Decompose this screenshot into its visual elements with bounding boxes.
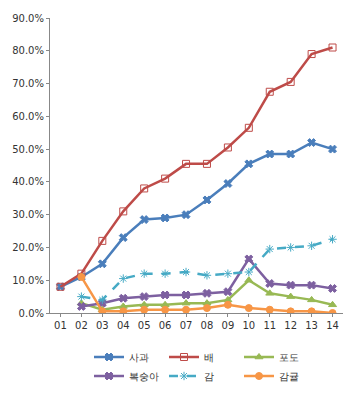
svg-text:12: 12 [284, 320, 297, 331]
svg-text:60.0%: 60.0% [12, 111, 44, 122]
svg-text:감: 감 [204, 371, 214, 382]
svg-text:03: 03 [96, 320, 109, 331]
svg-text:02: 02 [75, 320, 88, 331]
svg-text:13: 13 [305, 320, 318, 331]
svg-text:감귤: 감귤 [279, 371, 299, 382]
svg-text:복숭아: 복숭아 [129, 371, 159, 382]
svg-text:08: 08 [201, 320, 214, 331]
svg-text:90.0%: 90.0% [12, 13, 44, 24]
svg-text:50.0%: 50.0% [12, 144, 44, 155]
svg-text:11: 11 [263, 320, 276, 331]
svg-text:0.0%: 0.0% [19, 308, 44, 319]
svg-text:14: 14 [326, 320, 339, 331]
svg-text:40.0%: 40.0% [12, 176, 44, 187]
svg-text:09: 09 [222, 320, 235, 331]
svg-text:06: 06 [159, 320, 172, 331]
svg-text:10: 10 [242, 320, 255, 331]
svg-text:포도: 포도 [279, 352, 299, 363]
svg-text:01: 01 [54, 320, 67, 331]
svg-text:80.0%: 80.0% [12, 45, 44, 56]
svg-text:07: 07 [180, 320, 193, 331]
svg-text:05: 05 [138, 320, 151, 331]
svg-text:30.0%: 30.0% [12, 209, 44, 220]
svg-text:70.0%: 70.0% [12, 78, 44, 89]
svg-text:사과: 사과 [129, 352, 149, 363]
svg-text:20.0%: 20.0% [12, 242, 44, 253]
svg-text:배: 배 [204, 352, 214, 363]
svg-text:04: 04 [117, 320, 130, 331]
svg-text:10.0%: 10.0% [12, 275, 44, 286]
